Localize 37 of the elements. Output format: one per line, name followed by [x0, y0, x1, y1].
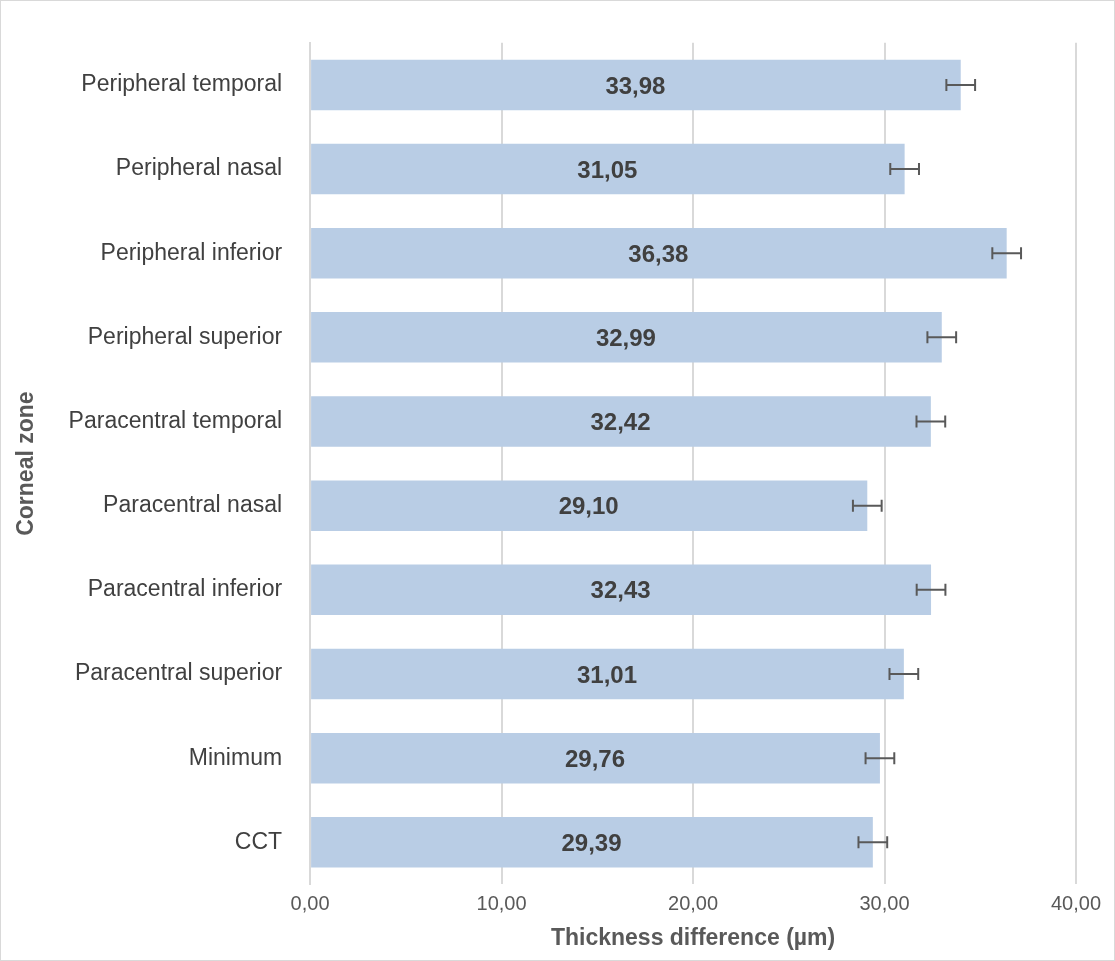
bar — [311, 817, 873, 868]
y-tick-label: Peripheral inferior — [100, 238, 283, 265]
bar — [311, 564, 932, 616]
bar — [311, 648, 904, 700]
y-axis-title: Corneal zone — [12, 391, 39, 536]
y-tick-label: Paracentral temporal — [68, 406, 283, 433]
data-label: 32,43 — [590, 576, 651, 604]
x-tick-label: 40,00 — [1050, 891, 1102, 914]
data-label: 31,05 — [577, 155, 638, 183]
y-tick-label: Paracentral nasal — [103, 491, 283, 518]
bar — [311, 732, 880, 784]
bar — [311, 59, 961, 111]
bar — [311, 312, 942, 363]
data-label: 33,98 — [605, 71, 666, 99]
data-label: 36,38 — [628, 239, 689, 267]
y-tick-label: Peripheral temporal — [81, 70, 283, 97]
bar — [311, 396, 931, 447]
x-tick-label: 0,00 — [290, 891, 330, 914]
data-label: 29,76 — [564, 744, 626, 772]
x-tick-label: 20,00 — [668, 891, 719, 914]
x-tick-label: 10,00 — [476, 891, 527, 914]
bar — [311, 143, 905, 195]
y-tick-label: Minimum — [188, 743, 283, 770]
bar — [311, 480, 868, 531]
y-tick-label: CCT — [234, 827, 283, 854]
bar — [311, 227, 1007, 279]
data-label: 32,42 — [590, 408, 651, 436]
y-tick-label: Paracentral superior — [74, 659, 283, 686]
data-label: 29,39 — [561, 828, 622, 856]
data-label: 29,10 — [558, 492, 619, 520]
data-label: 31,01 — [576, 660, 638, 688]
y-tick-label: Paracentral inferior — [87, 575, 283, 602]
x-tick-label: 30,00 — [859, 891, 910, 914]
x-axis-title: Thickness difference (µm) — [550, 923, 836, 950]
y-tick-label: Peripheral nasal — [115, 154, 283, 181]
y-tick-label: Peripheral superior — [87, 322, 283, 349]
data-label: 32,99 — [595, 323, 656, 351]
